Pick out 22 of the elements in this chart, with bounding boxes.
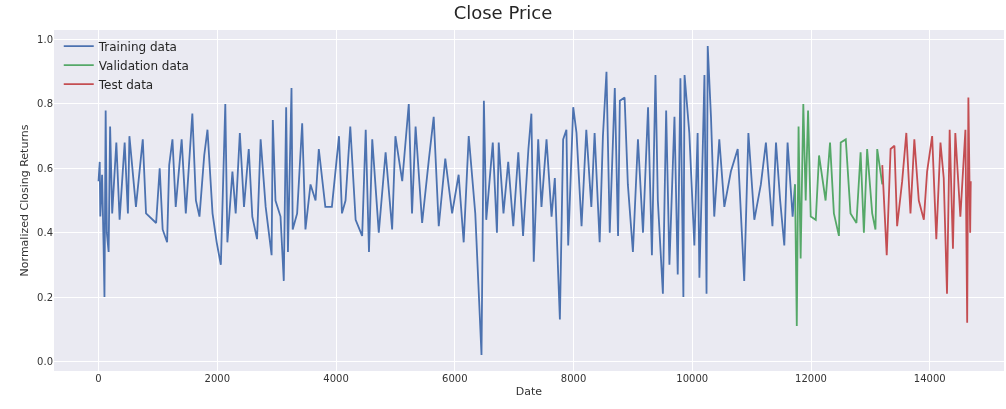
y-tick-label: 0.6 [37, 162, 53, 174]
x-tick-label: 2000 [204, 373, 231, 384]
y-tick-label: 0.8 [37, 98, 53, 110]
legend-label: Validation data [98, 58, 189, 73]
x-tick-label: 8000 [560, 373, 587, 384]
legend-label: Test data [97, 77, 154, 92]
x-tick-label: 6000 [442, 373, 468, 384]
y-tick-label: 0.0 [37, 355, 53, 367]
x-tick-label: 0 [95, 373, 102, 384]
x-tick-label: 10000 [676, 373, 709, 384]
x-tick-label: 14000 [913, 373, 946, 384]
x-tick-label: 4000 [323, 373, 349, 384]
x-tick-label: 12000 [795, 373, 827, 384]
y-axis-title: Normalized Closing Returns [17, 124, 31, 277]
legend-label: Training data [97, 39, 177, 54]
y-tick-label: 1.0 [37, 34, 53, 46]
chart-title: Close Price [453, 1, 553, 23]
y-tick-label: 0.4 [37, 227, 53, 239]
line-series [881, 96, 972, 324]
y-tick-label: 0.2 [37, 291, 53, 303]
x-axis-title: Date [515, 385, 543, 399]
line-series [794, 103, 884, 327]
